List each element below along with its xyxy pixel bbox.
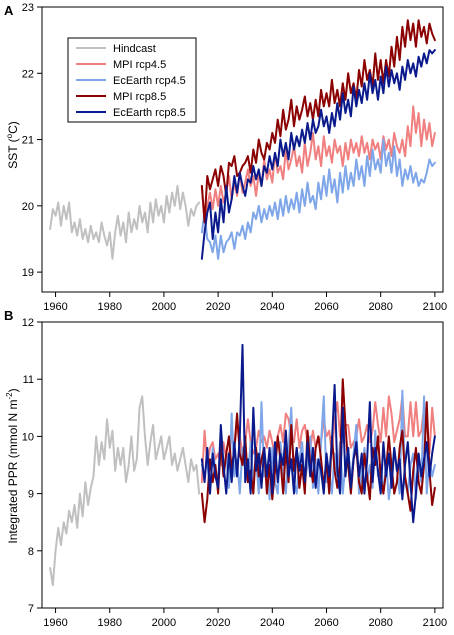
panel-b-x-tick-label: 2060: [314, 617, 338, 629]
legend-label-hindcast: Hindcast: [113, 43, 156, 55]
panel-b-x-tick-label: 1980: [97, 617, 121, 629]
panel-b-x-tick-label: 2000: [152, 617, 176, 629]
panel-a-series-hindcast: [49, 184, 201, 260]
legend-label-ecearth-rcp45: EcEarth rcp4.5: [113, 75, 186, 87]
panel-a-series-mpi-rcp8-5: [200, 19, 436, 224]
panel-a-x-tick-label: 2000: [152, 301, 176, 313]
panel-a-x-tick-label: 2020: [206, 301, 230, 313]
panel-b-x-tick-label: 2080: [368, 617, 392, 629]
panel-b-y-tick-label: 8: [28, 546, 34, 558]
panel-b-x-tick-label: 1960: [43, 617, 67, 629]
panel-a-x-tick-label: 2080: [368, 301, 392, 313]
panel-a-x-tick-label: 2100: [423, 301, 447, 313]
panel-a-plot-frame: [41, 6, 444, 293]
panel-a-y-axis-title: SST (oC): [5, 121, 20, 169]
panel-a-x-tick-label: 2040: [260, 301, 284, 313]
legend: Hindcast MPI rcp4.5 EcEarth rcp4.5 MPI r…: [67, 37, 197, 123]
panel-a-y-tick-label: 21: [22, 135, 34, 147]
panel-a: A SST (oC) 1960 1980 2000 2020 2040 2060 2080 2…: [4, 2, 447, 313]
panel-a-x-tick-label: 2060: [314, 301, 338, 313]
panel-b-y-tick-label: 11: [23, 374, 34, 386]
panel-b-series-ecearth-rcp8-5: [200, 343, 436, 524]
legend-label-mpi-rcp45: MPI rcp4.5: [113, 59, 166, 71]
panel-b-y-axis-title: Integrated PPR (mmol N m-2): [5, 388, 20, 543]
panel-a-y-tick-label: 22: [22, 68, 34, 80]
panel-b-y-tick-label: 7: [28, 603, 34, 615]
panel-a-y-tick-label: 23: [22, 2, 34, 14]
panel-a-plot: 1960 1980 2000 2020 2040 2060 2080 2100 19 20 21 22…: [22, 2, 447, 313]
panel-a-y-tick-label: 20: [22, 201, 34, 213]
panel-a-series-ecearth-rcp4-5: [200, 138, 436, 260]
panel-b-x-tick-label: 2040: [260, 617, 284, 629]
panel-a-series-ecearth-rcp8-5: [200, 49, 436, 260]
panel-b-x-tick-label: 2100: [423, 617, 447, 629]
legend-label-ecearth-rcp85: EcEarth rcp8.5: [113, 107, 186, 119]
panel-b-x-tick-label: 2020: [206, 617, 230, 629]
legend-box: [67, 37, 197, 123]
panel-a-x-tick-label: 1980: [97, 301, 121, 313]
legend-label-mpi-rcp85: MPI rcp8.5: [113, 91, 166, 103]
panel-b-y-tick-label: 9: [28, 489, 34, 501]
panel-b-label: B: [4, 308, 13, 323]
panel-b-y-tick-label: 10: [22, 431, 34, 443]
panel-b-series-hindcast: [49, 395, 201, 587]
panel-a-y-tick-label: 19: [22, 267, 34, 279]
panel-a-x-tick-label: 1960: [43, 301, 67, 313]
panel-b-y-tick-label: 12: [22, 317, 34, 329]
panel-b-plot-frame: [41, 321, 444, 609]
panel-b-series-mpi-rcp8-5: [200, 378, 436, 524]
panel-b: B Integrated PPR (mmol N m-2) 1960 1980 20…: [4, 308, 447, 629]
panel-a-label: A: [4, 3, 14, 18]
panel-b-plot: 1960 1980 2000 2020 2040 2060 2080 2100 7 8 9 10 11 1…: [22, 317, 447, 629]
